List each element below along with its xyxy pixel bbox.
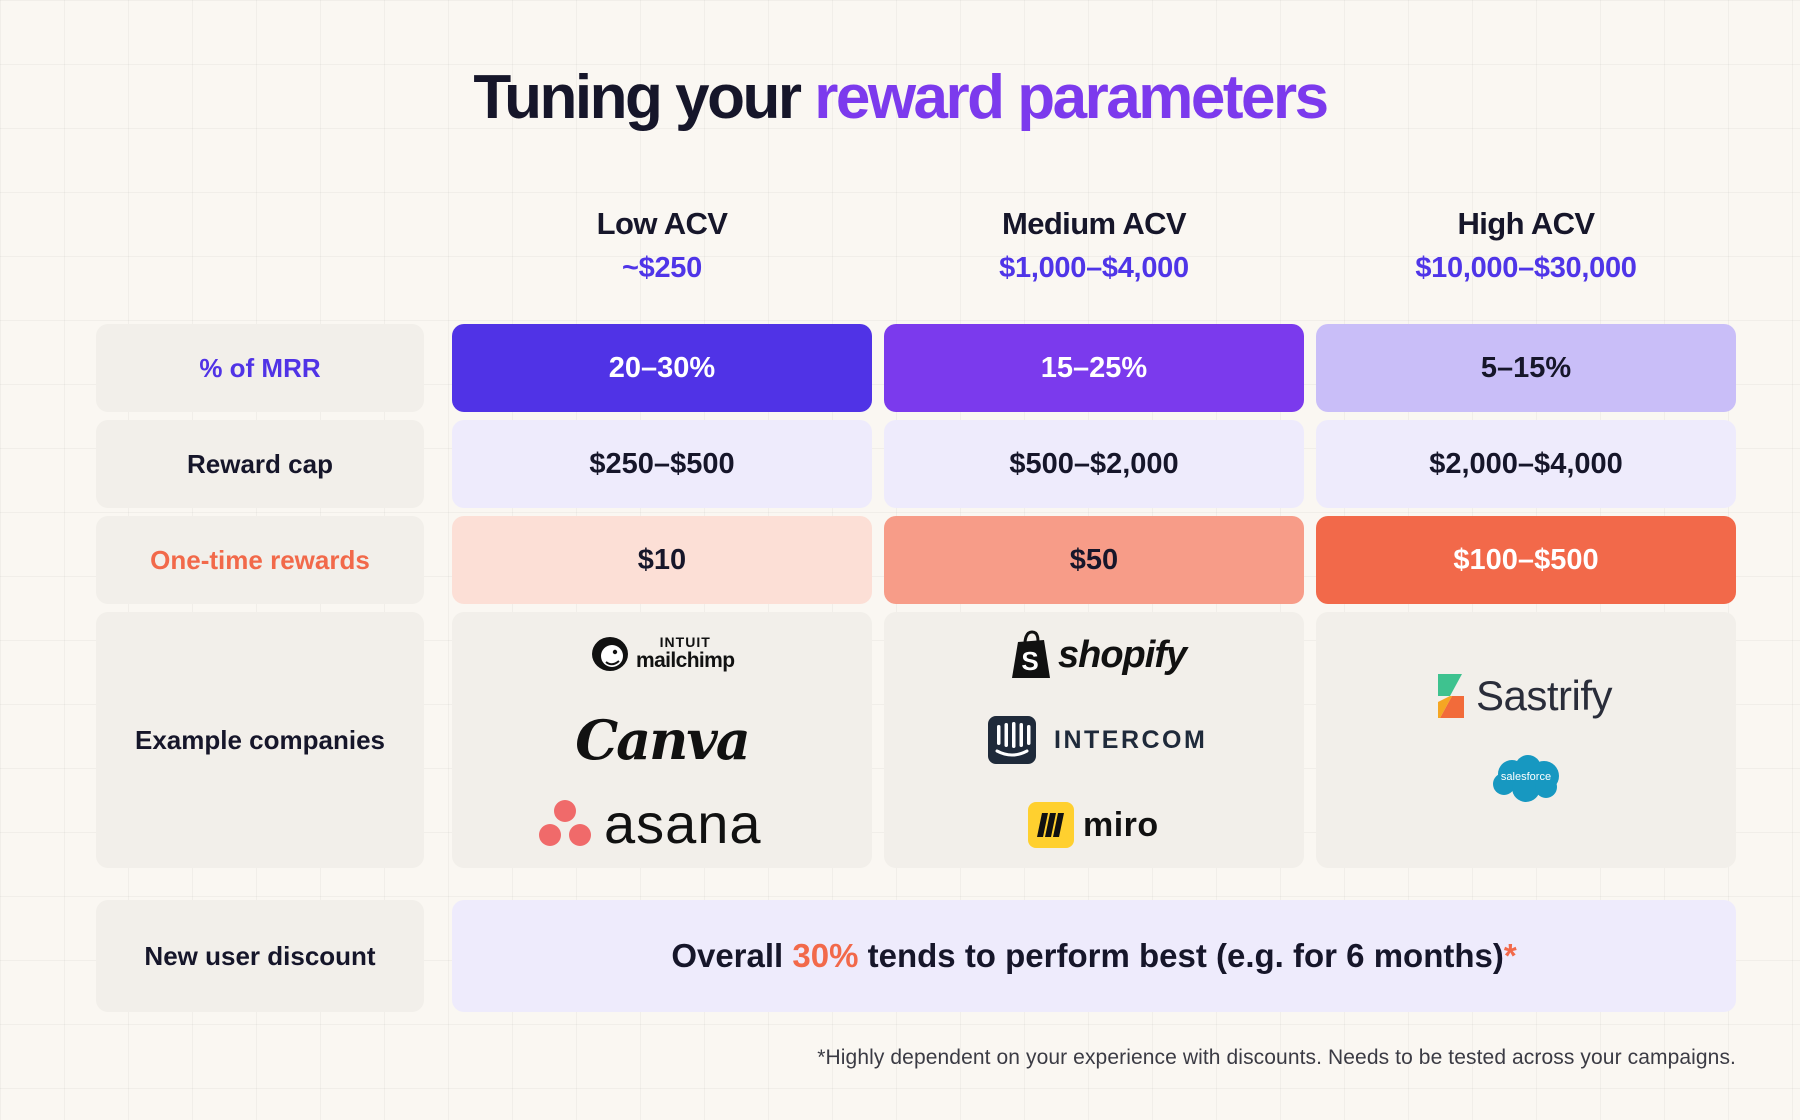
sastrify-icon (1438, 674, 1464, 718)
mailchimp-freddie-icon (592, 637, 628, 671)
mailchimp-text: mailchimp (636, 649, 735, 672)
cell-value: $500–$2,000 (1009, 447, 1179, 480)
row-label-discount: New user discount (96, 900, 424, 1012)
miro-logo: miro (1028, 802, 1159, 848)
asana-text: asana (604, 792, 762, 855)
column-range: $1,000–$4,000 (999, 252, 1189, 284)
footnote: *Highly dependent on your experience wit… (817, 1046, 1736, 1069)
canva-logo: Canva (452, 708, 872, 772)
salesforce-text: salesforce (1500, 771, 1552, 783)
cell-value: 5–15% (1480, 351, 1572, 384)
shopify-bag-icon: S (1012, 630, 1050, 678)
discount-text-post: tends to perform best (e.g. for 6 months… (867, 937, 1504, 974)
column-range: $10,000–$30,000 (1415, 252, 1637, 284)
sastrify-text: Sastrify (1476, 672, 1613, 719)
column-header-medium: Medium ACV $1,000–$4,000 (884, 206, 1304, 285)
column-header-high: High ACV $10,000–$30,000 (1316, 206, 1736, 285)
svg-text:S: S (1021, 646, 1038, 676)
row-label-companies: Example companies (96, 612, 424, 868)
cell-value: $100–$500 (1453, 543, 1599, 576)
title-accent: reward parameters (814, 63, 1329, 132)
onetime-cell-low: $10 (452, 516, 872, 604)
salesforce-cloud-icon (1493, 755, 1559, 802)
cell-value: 20–30% (608, 351, 716, 384)
column-name: High ACV (1457, 206, 1596, 241)
onetime-cell-medium: $50 (884, 516, 1304, 604)
sastrify-logo: Sastrify (1434, 672, 1613, 720)
column-header-low: Low ACV ~$250 (452, 206, 872, 285)
column-name: Medium ACV (1001, 206, 1187, 241)
cap-cell-medium: $500–$2,000 (884, 420, 1304, 508)
row-label-text: Reward cap (187, 448, 333, 479)
row-label-text: New user discount (144, 940, 376, 971)
asana-logo: asana (538, 796, 762, 852)
shopify-logo: S shopify (1010, 630, 1187, 680)
discount-percent: 30% (792, 937, 859, 974)
miro-icon (1028, 802, 1074, 848)
row-label-cap: Reward cap (96, 420, 424, 508)
cell-value: $250–$500 (589, 447, 735, 480)
intercom-text: INTERCOM (1054, 725, 1208, 754)
asana-dots-icon (539, 800, 591, 846)
mrr-cell-high: 5–15% (1316, 324, 1736, 412)
mailchimp-intuit-text: INTUIT (659, 634, 711, 650)
cell-value: $50 (1069, 543, 1119, 576)
mailchimp-logo: INTUIT mailchimp (588, 632, 735, 674)
discount-text-pre: Overall (671, 937, 784, 974)
intercom-icon (988, 716, 1036, 764)
canva-text: Canva (575, 708, 751, 772)
row-label-text: One-time rewards (150, 544, 370, 575)
mrr-cell-medium: 15–25% (884, 324, 1304, 412)
companies-cell-medium: S shopify INTERCOM miro (884, 612, 1304, 868)
cell-value: $10 (637, 543, 687, 576)
row-label-onetime: One-time rewards (96, 516, 424, 604)
row-label-text: Example companies (135, 724, 385, 755)
column-range: ~$250 (622, 252, 702, 284)
miro-text: miro (1083, 805, 1159, 844)
title-prefix: Tuning your (473, 63, 802, 132)
mrr-cell-low: 20–30% (452, 324, 872, 412)
cell-value: 15–25% (1040, 351, 1148, 384)
salesforce-logo: salesforce (1490, 754, 1562, 804)
cap-cell-low: $250–$500 (452, 420, 872, 508)
companies-cell-low: INTUIT mailchimp Canva asana (452, 612, 872, 868)
companies-cell-high: Sastrify salesforce (1316, 612, 1736, 868)
discount-asterisk: * (1503, 937, 1517, 974)
discount-cell: Overall 30% tends to perform best (e.g. … (452, 900, 1736, 1012)
cell-value: $2,000–$4,000 (1429, 447, 1623, 480)
intercom-logo: INTERCOM (988, 716, 1207, 764)
cap-cell-high: $2,000–$4,000 (1316, 420, 1736, 508)
column-name: Low ACV (596, 206, 728, 241)
row-label-text: % of MRR (199, 352, 321, 383)
row-label-mrr: % of MRR (96, 324, 424, 412)
page-title: Tuning your reward parameters (0, 62, 1800, 133)
shopify-text: shopify (1058, 633, 1187, 676)
onetime-cell-high: $100–$500 (1316, 516, 1736, 604)
